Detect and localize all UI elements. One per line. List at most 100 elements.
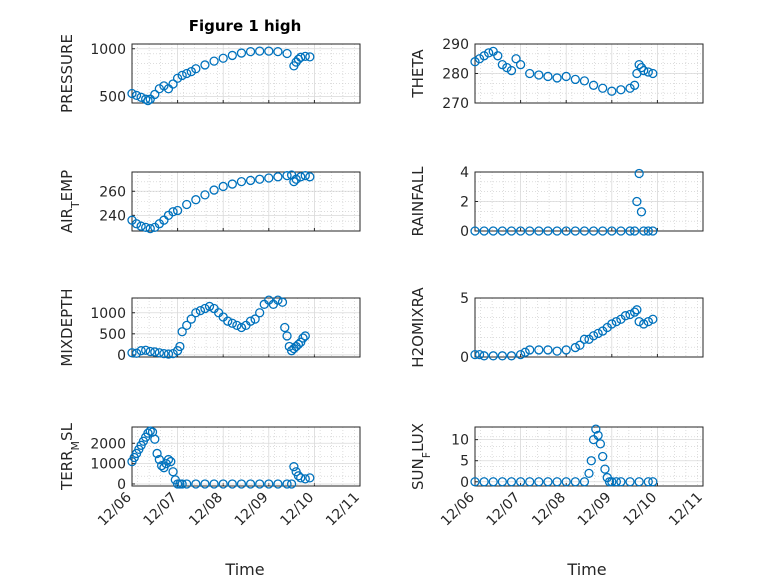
data-point bbox=[145, 346, 155, 357]
x-tick-label: 12/09 bbox=[575, 490, 615, 530]
data-point bbox=[607, 86, 617, 96]
y-tick-label: 2 bbox=[460, 195, 469, 211]
axes-box bbox=[474, 426, 704, 487]
data-point bbox=[484, 48, 494, 58]
data-point bbox=[639, 226, 649, 236]
y-axis-label: RAINFALL bbox=[409, 166, 427, 237]
data-point bbox=[177, 70, 187, 81]
data-point bbox=[552, 346, 562, 356]
data-point bbox=[273, 172, 283, 182]
data-point bbox=[561, 226, 571, 236]
y-axis-label: SUNFLUX bbox=[409, 423, 433, 490]
data-point bbox=[150, 347, 160, 357]
data-point bbox=[639, 65, 649, 76]
data-point bbox=[186, 314, 196, 324]
data-point bbox=[479, 51, 489, 61]
data-point bbox=[286, 479, 297, 489]
data-point bbox=[182, 68, 192, 79]
data-point bbox=[598, 83, 608, 93]
data-point bbox=[598, 451, 608, 462]
data-point bbox=[264, 46, 274, 56]
data-point bbox=[168, 348, 178, 359]
data-point bbox=[282, 331, 292, 341]
data-point bbox=[552, 226, 562, 236]
data-point bbox=[200, 303, 210, 314]
data-point bbox=[593, 430, 603, 441]
data-point bbox=[632, 305, 642, 315]
data-point bbox=[227, 50, 237, 61]
data-point bbox=[570, 342, 580, 353]
data-point bbox=[607, 477, 617, 487]
data-point bbox=[525, 477, 535, 487]
data-point bbox=[588, 226, 599, 236]
data-point bbox=[177, 327, 187, 337]
data-point bbox=[534, 477, 544, 487]
data-point bbox=[280, 322, 290, 333]
y-tick-label: 500 bbox=[99, 89, 126, 105]
data-point bbox=[520, 347, 530, 357]
data-point bbox=[305, 172, 315, 182]
y-tick-label: 0 bbox=[460, 224, 469, 240]
data-point bbox=[200, 60, 210, 70]
y-tick-label: 260 bbox=[99, 184, 126, 200]
data-point bbox=[488, 226, 498, 236]
data-point bbox=[289, 462, 299, 472]
data-point bbox=[543, 71, 553, 82]
data-point bbox=[552, 73, 562, 83]
data-point bbox=[525, 345, 535, 355]
data-point bbox=[182, 479, 192, 489]
data-point bbox=[632, 196, 642, 207]
data-point bbox=[209, 185, 219, 195]
data-point bbox=[218, 479, 228, 489]
data-point bbox=[598, 226, 608, 236]
data-point bbox=[300, 474, 310, 484]
data-point bbox=[296, 172, 306, 182]
data-point bbox=[470, 477, 480, 487]
x-tick-label: 12/08 bbox=[186, 490, 226, 530]
y-tick-label: 500 bbox=[99, 327, 126, 343]
subplot-pressure: 500 1000 PRESSURE bbox=[58, 34, 361, 113]
data-point bbox=[282, 48, 292, 59]
axes-box bbox=[474, 43, 704, 104]
data-point bbox=[227, 179, 237, 189]
data-point bbox=[634, 60, 644, 70]
data-point bbox=[534, 226, 544, 236]
data-point bbox=[511, 54, 521, 64]
data-point bbox=[200, 190, 210, 200]
x-tick-label: 12/11 bbox=[666, 490, 706, 530]
data-point bbox=[127, 88, 137, 99]
data-point bbox=[141, 222, 151, 233]
data-point bbox=[497, 226, 508, 236]
data-point bbox=[141, 345, 151, 355]
data-point bbox=[552, 477, 562, 487]
y-tick-label: 0 bbox=[460, 350, 469, 366]
data-point bbox=[182, 199, 192, 210]
data-point bbox=[607, 226, 617, 236]
data-point bbox=[223, 316, 233, 326]
data-point bbox=[273, 46, 283, 57]
data-point bbox=[209, 479, 219, 489]
axes-box bbox=[131, 43, 361, 104]
y-tick-label: 4 bbox=[460, 165, 469, 181]
y-tick-label: 0 bbox=[460, 475, 469, 491]
data-point bbox=[191, 479, 201, 489]
data-point bbox=[636, 207, 647, 217]
data-point bbox=[607, 319, 617, 329]
data-point bbox=[152, 448, 162, 459]
data-point bbox=[595, 439, 606, 449]
data-point bbox=[227, 318, 237, 328]
data-point bbox=[245, 316, 256, 326]
x-tick-label: 12/11 bbox=[323, 490, 363, 530]
data-point bbox=[506, 65, 517, 76]
data-point bbox=[570, 477, 580, 487]
data-point bbox=[150, 434, 160, 444]
axes-box bbox=[131, 171, 361, 232]
data-point bbox=[643, 67, 653, 77]
data-point bbox=[305, 52, 315, 62]
data-point bbox=[629, 226, 640, 236]
data-point bbox=[579, 226, 590, 236]
data-point bbox=[616, 477, 626, 487]
data-point bbox=[561, 345, 571, 355]
data-point bbox=[159, 81, 169, 91]
